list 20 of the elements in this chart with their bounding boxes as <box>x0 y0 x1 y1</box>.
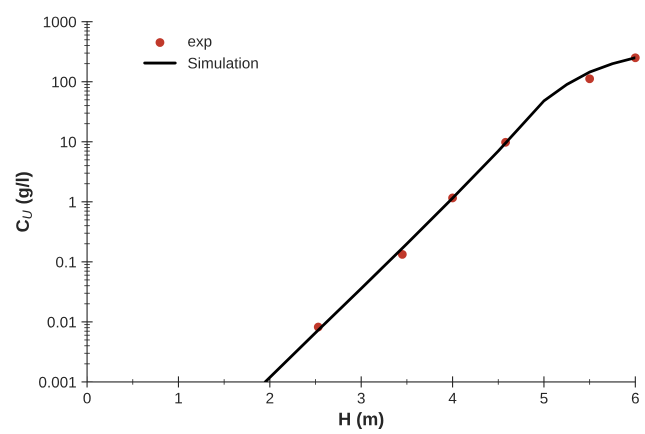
x-tick-label: 4 <box>448 392 456 404</box>
x-tick-label: 3 <box>358 392 365 404</box>
y-tick-label: 1 <box>69 196 76 208</box>
y-tick-label: 100 <box>52 76 76 88</box>
legend-label: exp <box>188 38 212 50</box>
legend-label: Simulation <box>188 57 258 69</box>
point <box>398 250 407 259</box>
x-tick-label: 1 <box>175 392 182 404</box>
x-tick-label: 0 <box>83 392 91 404</box>
x-tick-label: 6 <box>632 392 639 404</box>
y-tick-label: 0.001 <box>39 376 76 388</box>
y-axis-title: C$_{U}$ (g/l) <box>16 172 33 232</box>
y-tick-label: 10 <box>60 136 76 148</box>
y-tick-label: 0.01 <box>48 316 76 328</box>
y-tick-label: 0.1 <box>56 256 76 268</box>
x-tick-label: 2 <box>266 392 274 404</box>
x-axis-title: H (m) <box>339 412 384 429</box>
y-tick-label: 1000 <box>44 16 76 28</box>
point <box>585 74 594 84</box>
x-tick-label: 5 <box>540 392 548 404</box>
